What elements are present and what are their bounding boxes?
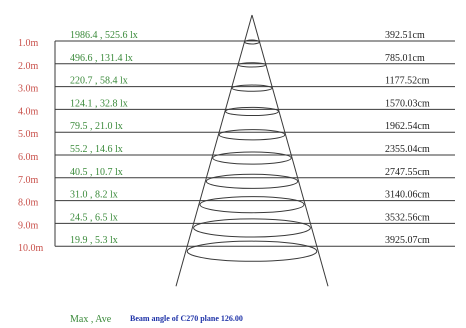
beam-ellipse	[218, 129, 286, 141]
distance-label: 8.0m	[18, 198, 39, 209]
diameter-label: 2747.55cm	[385, 167, 430, 178]
illuminance-label: 24.5 , 6.5 lx	[70, 212, 118, 223]
beam-ellipse	[205, 173, 299, 189]
beam-ellipse	[231, 84, 273, 92]
distance-label: 10.0m	[18, 243, 44, 254]
cone-right-edge	[251, 14, 329, 287]
beam-ellipse	[199, 196, 305, 214]
beam-cone	[175, 14, 329, 287]
distance-label: 7.0m	[18, 175, 39, 186]
legend-key: Max , Ave	[70, 314, 112, 325]
distance-label: 6.0m	[18, 152, 39, 163]
diameter-label: 2355.04cm	[385, 144, 430, 155]
distance-label: 5.0m	[18, 129, 39, 140]
beam-ellipse	[237, 62, 267, 68]
illuminance-label: 1986.4 , 525.6 lx	[70, 30, 138, 41]
illuminance-label: 220.7 , 58.4 lx	[70, 76, 128, 87]
illuminance-label: 496.6 , 131.4 lx	[70, 53, 133, 64]
cone-left-edge	[175, 14, 253, 287]
diameter-label: 3532.56cm	[385, 212, 430, 223]
distance-label: 4.0m	[18, 106, 39, 117]
illuminance-label: 19.9 , 5.3 lx	[70, 235, 118, 246]
illuminance-label: 55.2 , 14.6 lx	[70, 144, 123, 155]
diameter-label: 1177.52cm	[385, 76, 430, 87]
beam-ellipse	[193, 218, 311, 238]
illuminance-label: 31.0 , 8.2 lx	[70, 190, 118, 201]
diameter-label: 1570.03cm	[385, 98, 430, 109]
beam-ellipse	[186, 240, 318, 262]
diameter-label: 785.01cm	[385, 53, 425, 64]
beam-ellipse	[212, 151, 292, 165]
illuminance-label: 40.5 , 10.7 lx	[70, 167, 123, 178]
level-grid	[54, 40, 455, 247]
distance-label: 1.0m	[18, 38, 39, 49]
diameter-label: 1962.54cm	[385, 121, 430, 132]
beam-angle-note: Beam angle of C270 plane 126.00	[130, 314, 243, 323]
distance-label: 3.0m	[18, 84, 39, 95]
beam-ellipse	[244, 39, 260, 45]
distance-label: 2.0m	[18, 61, 39, 72]
level-labels: 1.0m 1986.4 , 525.6 lx 392.51cm 2.0m 496.6 ,…	[18, 30, 430, 254]
diameter-label: 3140.06cm	[385, 190, 430, 201]
beam-ellipse	[225, 106, 279, 117]
illuminance-label: 79.5 , 21.0 lx	[70, 121, 123, 132]
distance-label: 9.0m	[18, 220, 39, 231]
diameter-label: 3925.07cm	[385, 235, 430, 246]
illuminance-label: 124.1 , 32.8 lx	[70, 98, 128, 109]
diameter-label: 392.51cm	[385, 30, 425, 41]
